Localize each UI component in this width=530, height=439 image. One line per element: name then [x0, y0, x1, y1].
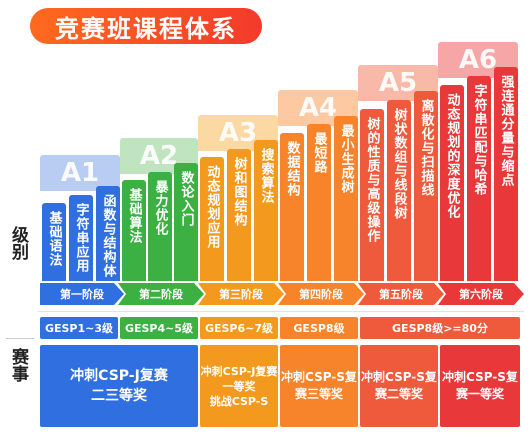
- gesp-badge-4: GESP8级: [280, 317, 358, 339]
- course-bar: 基础语法: [42, 203, 66, 281]
- page-title: 竞赛班课程体系: [30, 8, 262, 44]
- course-bar: 字符串匹配与哈希: [467, 76, 491, 281]
- level-header-a4: A4: [278, 90, 358, 126]
- competition-card-3: 冲刺CSP-S复 赛三等奖: [280, 345, 358, 427]
- competition-label: 赛事: [8, 348, 28, 382]
- stage-1: 第一阶段: [40, 283, 124, 305]
- stage-2: 第二阶段: [118, 283, 204, 305]
- course-bar: 最小生成树: [334, 116, 358, 281]
- course-bar: 离散化与扫描线: [414, 91, 438, 281]
- course-bar: 搜索算法: [254, 140, 278, 281]
- course-bar: 动态规划的深度优化: [440, 85, 464, 281]
- course-bar: 数论入门: [174, 163, 198, 281]
- course-bar: 数据结构: [280, 133, 304, 281]
- course-bar: 函数与结构体: [96, 186, 120, 281]
- gesp-badge-5: GESP8级>=80分: [360, 317, 520, 339]
- stage-4: 第四阶段: [278, 283, 364, 305]
- competition-side-label: 赛事: [6, 348, 30, 382]
- competition-card-2: 冲刺CSP-J复赛 一等奖 挑战CSP-S: [200, 345, 278, 427]
- competition-card-1: 冲刺CSP-J复赛 二三等奖: [40, 345, 198, 427]
- course-bar: 树和图结构: [227, 149, 251, 281]
- stage-3: 第三阶段: [198, 283, 284, 305]
- level-side-label: 级别: [6, 226, 30, 260]
- level-header-a5: A5: [358, 65, 438, 101]
- level-header-a6: A6: [438, 42, 518, 78]
- course-bar: 字符串应用: [69, 195, 93, 281]
- side-divider: [6, 338, 34, 339]
- course-bar: 强连通分量与缩点: [494, 67, 518, 281]
- course-bar: 动态规划应用: [200, 157, 224, 281]
- course-bar: 最短路: [307, 124, 331, 281]
- gesp-badge-1: GESP1~3级: [40, 317, 118, 339]
- gesp-badge-2: GESP4~5级: [120, 317, 198, 339]
- stage-6: 第六阶段: [438, 283, 524, 305]
- course-bar: 暴力优化: [148, 172, 172, 281]
- course-bar: 基础算法: [122, 180, 146, 281]
- row-divider: [38, 311, 524, 312]
- competition-card-4: 冲刺CSP-S复 赛二等奖: [360, 345, 438, 427]
- gesp-badge-3: GESP6~7级: [200, 317, 278, 339]
- level-header-a1: A1: [40, 155, 120, 191]
- stage-5: 第五阶段: [358, 283, 444, 305]
- competition-card-5: 冲刺CSP-S复 赛一等奖: [440, 345, 520, 427]
- level-label: 级别: [8, 226, 28, 260]
- course-bar: 树状数组与线段树: [387, 100, 411, 281]
- course-bar: 树的性质与高级操作: [360, 109, 384, 281]
